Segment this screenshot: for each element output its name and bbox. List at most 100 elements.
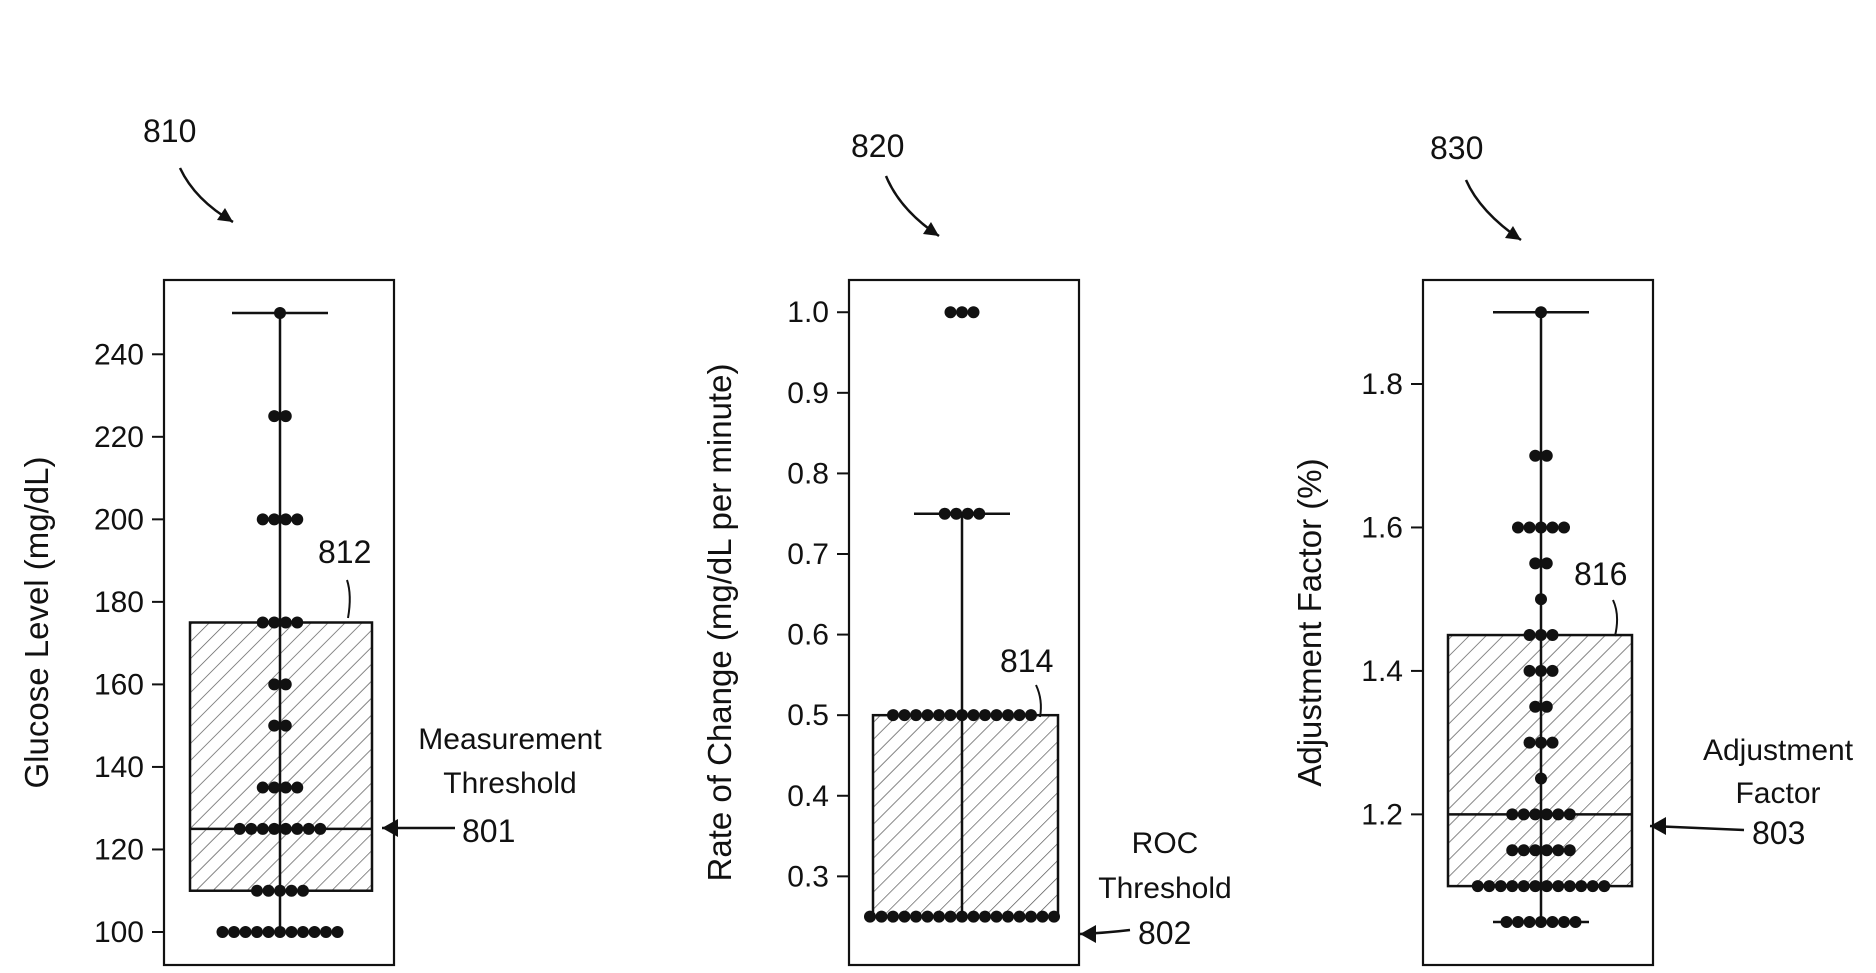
data-point (1025, 709, 1037, 721)
threshold-label-line: Threshold (443, 767, 576, 800)
data-point (1483, 880, 1495, 892)
panel-830: 8301.21.41.61.8Adjustment Factor (%)816A… (1291, 130, 1854, 965)
data-point (268, 513, 280, 525)
y-tick-label: 0.3 (787, 860, 829, 893)
data-point (899, 911, 911, 923)
threshold-label-line: Threshold (1098, 872, 1231, 905)
data-point (933, 911, 945, 923)
panel-820: 8200.30.40.50.60.70.80.91.0Rate of Chang… (701, 128, 1232, 965)
data-point (979, 709, 991, 721)
data-point (1518, 880, 1530, 892)
y-tick-label: 220 (94, 421, 144, 454)
y-tick-label: 140 (94, 751, 144, 784)
y-tick-label: 0.7 (787, 538, 829, 571)
data-point (1025, 911, 1037, 923)
data-point (309, 926, 321, 938)
y-axis-title: Adjustment Factor (%) (1291, 458, 1328, 786)
data-point (899, 709, 911, 721)
data-point (280, 617, 292, 629)
data-point (1512, 521, 1524, 533)
box-ref-label: 812 (318, 534, 371, 570)
data-point (1506, 808, 1518, 820)
threshold-ref-label: 801 (462, 813, 515, 849)
data-point (968, 306, 980, 318)
y-tick-label: 0.6 (787, 619, 829, 652)
y-tick-label: 0.5 (787, 699, 829, 732)
data-point (991, 911, 1003, 923)
data-point (1535, 306, 1547, 318)
data-point (1541, 557, 1553, 569)
data-point (286, 926, 298, 938)
y-tick-label: 0.9 (787, 377, 829, 410)
threshold-label-line: Measurement (418, 723, 602, 756)
data-point (1541, 880, 1553, 892)
y-tick-label: 160 (94, 668, 144, 701)
ref-arrow-head (923, 222, 939, 236)
y-tick-label: 200 (94, 503, 144, 536)
data-point (251, 885, 263, 897)
data-point (1048, 911, 1060, 923)
box-ref-label: 814 (1000, 643, 1053, 679)
data-point (240, 926, 252, 938)
data-point (933, 709, 945, 721)
threshold-ref-label: 803 (1752, 815, 1805, 851)
y-tick-label: 100 (94, 916, 144, 949)
data-point (268, 782, 280, 794)
data-point (1547, 737, 1559, 749)
data-point (1564, 880, 1576, 892)
data-point (1506, 844, 1518, 856)
data-point (950, 508, 962, 520)
y-tick-label: 240 (94, 338, 144, 371)
data-point (956, 911, 968, 923)
data-point (887, 911, 899, 923)
data-point (1529, 808, 1541, 820)
data-point (1037, 911, 1049, 923)
data-point (1547, 629, 1559, 641)
ref-arrow-head (217, 208, 233, 222)
data-point (945, 306, 957, 318)
data-point (245, 823, 257, 835)
data-point (910, 709, 922, 721)
data-point (1552, 844, 1564, 856)
data-point (1570, 916, 1582, 928)
data-point (274, 926, 286, 938)
data-point (280, 513, 292, 525)
data-point (303, 823, 315, 835)
threshold-arrow-head (1080, 925, 1096, 943)
box-ref-label: 816 (1574, 556, 1627, 592)
data-point (1014, 911, 1026, 923)
threshold-label-line: Adjustment (1703, 734, 1854, 767)
data-point (968, 709, 980, 721)
data-point (1002, 709, 1014, 721)
data-point (1558, 916, 1570, 928)
data-point (1472, 880, 1484, 892)
data-point (314, 823, 326, 835)
figure-ref-label: 820 (851, 128, 904, 164)
data-point (268, 617, 280, 629)
data-point (257, 617, 269, 629)
data-point (320, 926, 332, 938)
data-point (876, 911, 888, 923)
data-point (291, 782, 303, 794)
data-point (1587, 880, 1599, 892)
data-point (1014, 709, 1026, 721)
data-point (1535, 773, 1547, 785)
data-point (922, 911, 934, 923)
data-point (1535, 629, 1547, 641)
data-point (939, 508, 951, 520)
data-point (956, 306, 968, 318)
data-point (1501, 916, 1513, 928)
data-point (1524, 665, 1536, 677)
threshold-arrow-head (382, 819, 398, 837)
data-point (1524, 521, 1536, 533)
data-point (291, 823, 303, 835)
data-point (274, 307, 286, 319)
figure-ref-label: 810 (143, 113, 196, 149)
y-axis-title: Rate of Change (mg/dL per minute) (701, 364, 738, 882)
data-point (263, 885, 275, 897)
data-point (1518, 844, 1530, 856)
data-point (268, 823, 280, 835)
y-tick-label: 1.8 (1361, 368, 1403, 401)
data-point (1541, 450, 1553, 462)
data-point (280, 720, 292, 732)
